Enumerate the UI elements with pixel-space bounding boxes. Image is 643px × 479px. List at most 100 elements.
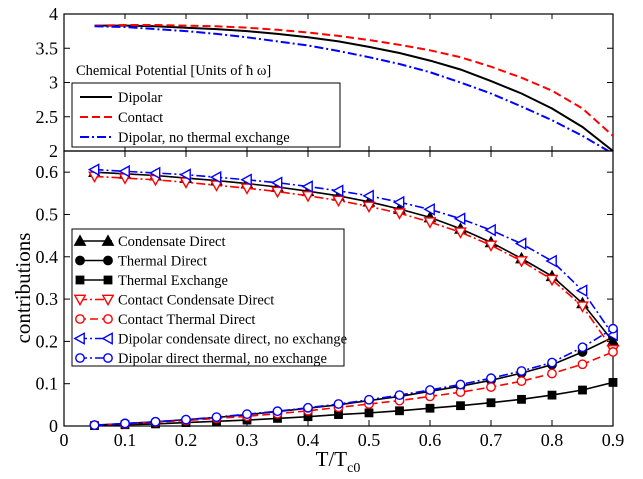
point-contact-condensate-direct <box>545 274 559 287</box>
top-legend-label-dipolar: Dipolar <box>118 90 162 106</box>
legend-label-contact-condensate-direct: Contact Condensate Direct <box>118 293 274 309</box>
bottom-y-tick-label: 0 <box>49 416 58 436</box>
point-dipolar-condensate-direct-no-exchange <box>331 184 344 198</box>
point-dipolar-direct-thermal-no-exchange <box>516 366 527 376</box>
legend-label-thermal-direct: Thermal Direct <box>118 254 207 270</box>
bottom-y-tick-label: 0.1 <box>36 374 59 394</box>
point-thermal-exchange <box>517 394 526 404</box>
point-dipolar-direct-thermal-no-exchange <box>455 379 466 390</box>
legend-label-condensate-direct: Condensate Direct <box>118 234 226 250</box>
x-axis-label-subscript: c0 <box>347 461 360 476</box>
point-contact-condensate-direct <box>454 227 467 239</box>
legend-marker-condensate-direct <box>73 234 87 246</box>
bottom-x-tick-label: 0.2 <box>175 430 198 450</box>
point-contact-condensate-direct <box>210 180 223 192</box>
point-dipolar-condensate-direct-no-exchange <box>453 212 466 226</box>
top-legend-label-dipolar-no-thermal-exchange: Dipolar, no thermal exchange <box>118 130 290 146</box>
chemical-potential-panel: 2 2.5 3 3.5 4 Chemical Potential [Units of ħ… <box>36 4 614 161</box>
x-axis-label-main: T/T <box>316 447 348 471</box>
point-dipolar-condensate-direct-no-exchange <box>301 180 313 193</box>
legend-marker-contact-condensate-direct <box>101 294 115 307</box>
point-dipolar-condensate-direct-no-exchange <box>209 170 222 184</box>
legend-marker-dipolar-condensate-direct-no-exchange <box>101 332 113 345</box>
contributions-plot-frame <box>63 150 614 427</box>
point-contact-thermal-direct <box>486 382 496 392</box>
bottom-x-tick-label: 0.4 <box>297 430 320 450</box>
bottom-x-tick-label: 0 <box>60 430 69 450</box>
point-contact-condensate-direct <box>423 217 437 229</box>
point-thermal-exchange <box>608 378 618 387</box>
point-thermal-exchange <box>547 390 557 400</box>
legend-marker-condensate-direct <box>101 234 115 246</box>
bottom-x-tick-label: 0.3 <box>236 430 259 450</box>
point-contact-condensate-direct <box>484 240 498 252</box>
chemical-potential-series <box>94 24 613 151</box>
point-dipolar-direct-thermal-no-exchange <box>150 416 161 427</box>
series-contact-condensate-direct <box>88 171 620 357</box>
point-thermal-exchange <box>364 408 374 418</box>
legend-label-contact-thermal-direct: Contact Thermal Direct <box>118 312 255 328</box>
contributions-series <box>87 163 620 431</box>
y-axis-label: contributions <box>11 233 35 344</box>
chemical-potential-legend-title: Chemical Potential [Units of ħ ω] <box>76 63 271 79</box>
point-dipolar-condensate-direct-no-exchange <box>423 202 435 216</box>
point-contact-condensate-direct <box>393 208 406 220</box>
legend-marker-thermal-exchange <box>75 275 85 285</box>
point-dipolar-direct-thermal-no-exchange <box>303 402 313 413</box>
point-thermal-exchange <box>425 403 435 413</box>
contributions-legend-box <box>71 228 345 367</box>
chemical-potential-legend-box <box>71 82 341 148</box>
point-dipolar-direct-thermal-no-exchange <box>89 420 100 431</box>
point-dipolar-direct-thermal-no-exchange <box>394 390 405 401</box>
point-thermal-exchange <box>395 406 404 416</box>
contributions-ticks: 0 0.1 0.2 0.3 0.4 0.5 0.6 0 0.1 0.2 0.3 0.4 0.5 0.6 0.… <box>36 151 624 450</box>
legend-marker-dipolar-direct-thermal-no-exchange <box>103 353 113 363</box>
bottom-y-tick-label: 0.4 <box>36 247 59 267</box>
point-thermal-exchange <box>578 385 587 395</box>
contributions-legend: Condensate Direct Thermal Direct Thermal E… <box>71 228 347 367</box>
point-thermal-exchange <box>486 398 496 408</box>
top-y-tick-label: 2 <box>49 141 58 161</box>
legend-marker-contact-condensate-direct <box>73 294 87 307</box>
chemical-potential-y-ticks: 2 2.5 3 3.5 4 <box>36 4 613 161</box>
point-contact-condensate-direct <box>576 301 589 313</box>
legend-marker-thermal-direct <box>103 255 113 266</box>
legend-marker-thermal-direct <box>75 255 85 266</box>
top-y-tick-label: 4 <box>49 4 58 24</box>
point-dipolar-condensate-direct-no-exchange <box>240 173 252 187</box>
point-dipolar-direct-thermal-no-exchange <box>120 418 130 429</box>
bottom-x-tick-label: 0.8 <box>541 430 564 450</box>
bottom-y-tick-label: 0.5 <box>36 204 59 224</box>
point-dipolar-direct-thermal-no-exchange <box>577 342 588 353</box>
point-dipolar-condensate-direct-no-exchange <box>148 166 161 180</box>
point-dipolar-condensate-direct-no-exchange <box>514 237 527 251</box>
point-contact-condensate-direct <box>271 186 284 199</box>
series-line-thermal-exchange <box>94 381 613 427</box>
point-dipolar-direct-thermal-no-exchange <box>333 399 344 409</box>
bottom-y-tick-label: 0.6 <box>36 162 59 182</box>
point-dipolar-condensate-direct-no-exchange <box>484 223 496 237</box>
point-dipolar-direct-thermal-no-exchange <box>608 323 618 334</box>
legend-marker-dipolar-condensate-direct-no-exchange <box>73 332 85 345</box>
legend-marker-thermal-exchange <box>103 275 113 285</box>
point-contact-condensate-direct <box>362 201 376 214</box>
point-dipolar-direct-thermal-no-exchange <box>425 385 435 395</box>
point-dipolar-direct-thermal-no-exchange <box>486 373 496 384</box>
point-dipolar-condensate-direct-no-exchange <box>575 284 588 298</box>
point-contact-thermal-direct <box>547 368 557 379</box>
top-y-tick-label: 2.5 <box>36 107 59 127</box>
point-dipolar-direct-thermal-no-exchange <box>211 412 222 423</box>
point-dipolar-condensate-direct-no-exchange <box>362 189 374 203</box>
top-series-line-dipolar-no-thermal-exchange <box>94 25 611 151</box>
point-dipolar-condensate-direct-no-exchange <box>87 163 100 177</box>
x-axis-label: T/Tc0 <box>316 447 361 476</box>
top-y-tick-label: 3 <box>49 73 58 93</box>
top-series-line-contact <box>94 24 613 137</box>
legend-marker-dipolar-direct-thermal-no-exchange <box>75 353 85 363</box>
series-dipolar-direct-thermal-no-exchange <box>89 323 618 431</box>
point-contact-condensate-direct <box>515 256 528 268</box>
legend-label-dipolar-condensate-direct-no-exchange: Dipolar condensate direct, no exchange <box>118 332 347 348</box>
point-dipolar-direct-thermal-no-exchange <box>242 409 252 420</box>
bottom-x-tick-label: 0.7 <box>480 430 503 450</box>
bottom-x-tick-label: 0.1 <box>114 430 137 450</box>
